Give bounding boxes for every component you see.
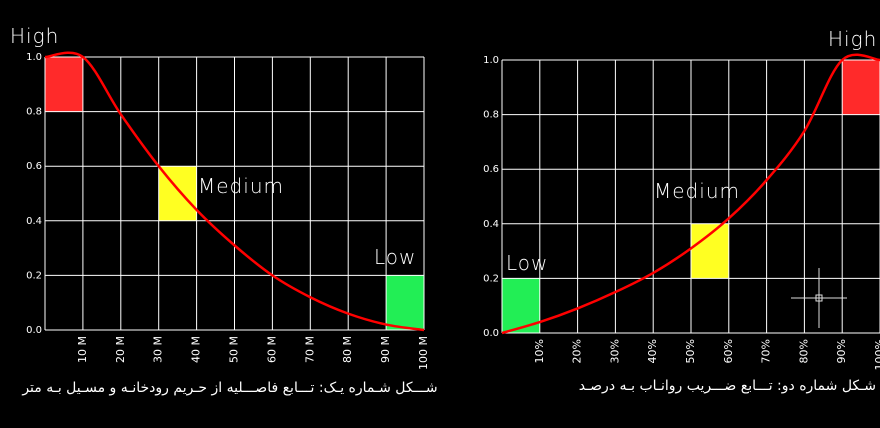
series-curve (501, 53, 880, 335)
x-tick-label: 70 M (303, 336, 316, 363)
crosshair-box (815, 294, 823, 302)
series-curve (44, 51, 425, 332)
x-tick-label: 70% (760, 339, 773, 363)
crosshair-cursor-icon (791, 268, 847, 328)
zone-low-rect (386, 275, 424, 330)
zone-medium-label: Medium (654, 179, 740, 203)
chart-2: 0.0 0.2 0.4 0.6 0.8 1.0 10% 20% 30% 40% 50% 60% 70% 8… (483, 27, 880, 370)
x-tick-label: 60% (722, 339, 735, 363)
x-tick-label: 50% (684, 339, 697, 363)
x-tick-label: 30% (608, 339, 621, 363)
y-tick-label: 0.0 (483, 328, 499, 339)
y-tick-label: 0.0 (26, 325, 42, 336)
y-tick-label: 0.2 (26, 270, 42, 281)
zone-high-rect (45, 57, 83, 112)
zone-medium-label: Medium (198, 174, 284, 198)
y-tick-label: 0.6 (26, 161, 42, 172)
x-tick-label: 20 M (114, 336, 127, 363)
x-tick-label: 50 M (228, 336, 241, 363)
zone-low-label: Low (374, 245, 416, 269)
x-tick-label: 100 M (417, 336, 430, 370)
zone-high-label: High (10, 24, 59, 48)
y-tick-label: 1.0 (26, 52, 42, 63)
x-tick-label: 30 M (152, 336, 165, 363)
zone-high-label: High (828, 27, 877, 51)
y-tick-label: 0.6 (483, 164, 499, 175)
zone-medium-rect (691, 223, 729, 279)
zone-high-rect (842, 60, 880, 115)
x-tick-label: 80% (797, 339, 810, 363)
figure-2-caption: شـکل شماره دو: تـــابع ضـــریب روانـاب ب… (578, 378, 876, 394)
x-tick-label: 40 M (190, 336, 203, 363)
figure-1-caption: شـــکل شـماره یـک: تـــابع فاصـــلیه از … (22, 380, 438, 396)
y-tick-label: 0.8 (483, 110, 499, 121)
y-tick-label: 0.4 (26, 216, 42, 227)
x-tick-label: 90% (835, 339, 848, 363)
x-tick-label: 90 M (379, 336, 392, 363)
y-tick-label: 0.8 (26, 107, 42, 118)
x-tick-label: 20% (571, 339, 584, 363)
chart-1: 0.0 0.2 0.4 0.6 0.8 1.0 10 M 20 M 30 M 40 M 50 M 60… (10, 24, 430, 370)
x-tick-label: 40% (646, 339, 659, 363)
zone-low-label: Low (506, 251, 548, 275)
x-tick-label: 10 M (76, 336, 89, 363)
x-tick-label: 10% (533, 339, 546, 363)
x-tick-label: 100% (873, 339, 880, 370)
y-tick-label: 0.2 (483, 273, 499, 284)
y-tick-label: 0.4 (483, 219, 499, 230)
x-tick-label: 80 M (341, 336, 354, 363)
y-tick-label: 1.0 (483, 55, 499, 66)
x-tick-label: 60 M (265, 336, 278, 363)
